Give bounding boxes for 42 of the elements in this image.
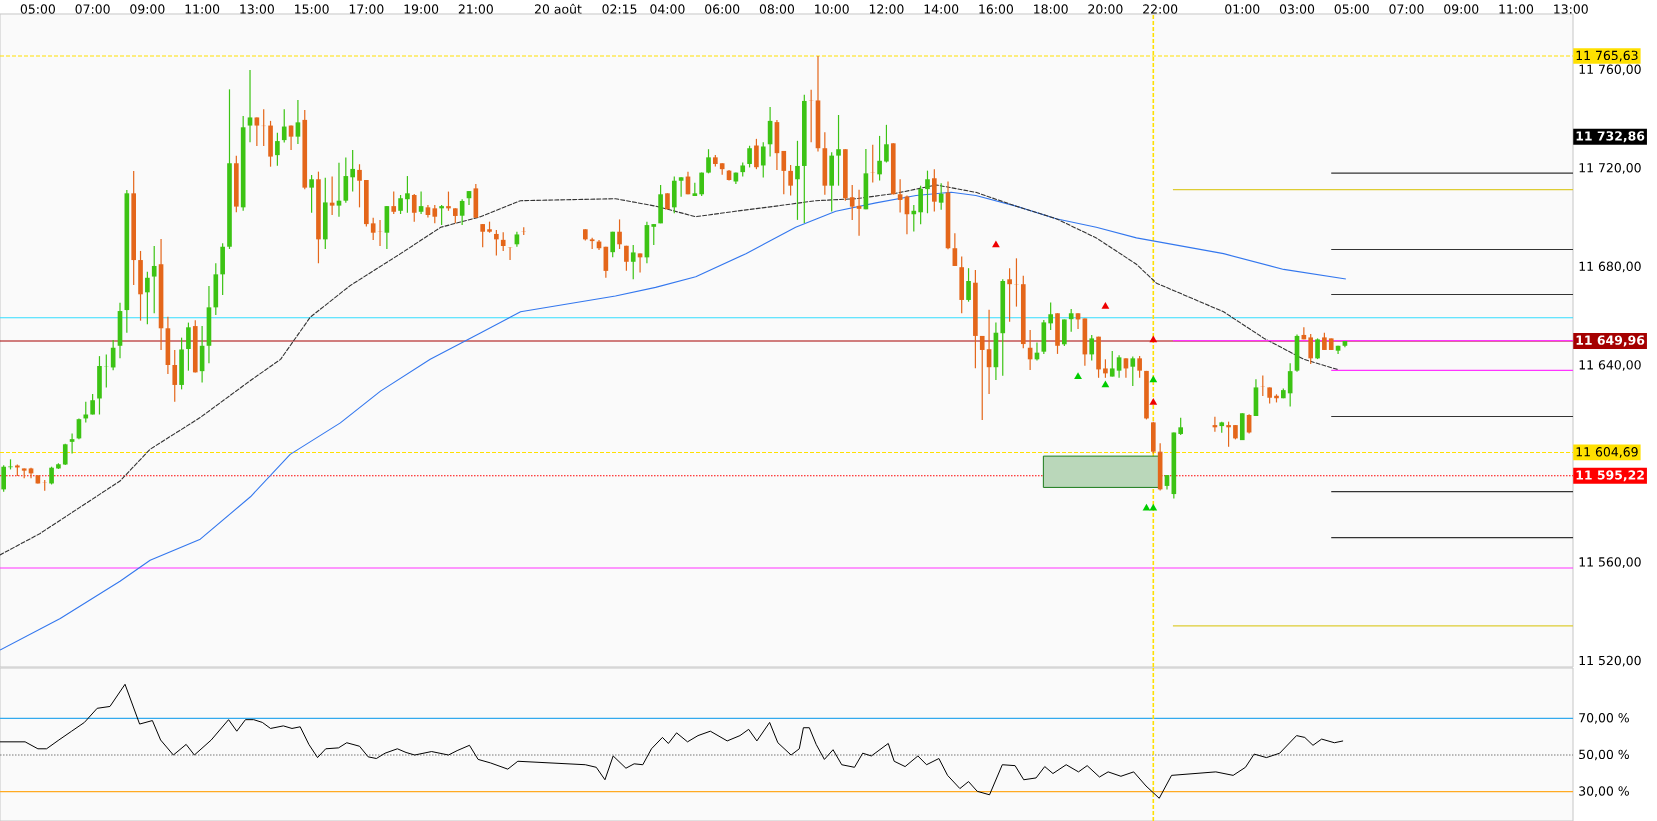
x-tick-label: 03:00 xyxy=(1279,4,1315,14)
x-tick-label: 13:00 xyxy=(1554,4,1588,14)
x-tick-label: 05:00 xyxy=(20,4,55,14)
x-tick-label: 11:00 xyxy=(185,4,220,14)
ref-line-label: 11 765,63 xyxy=(1576,50,1638,62)
x-tick-label: 21:00 xyxy=(458,4,493,14)
ref-line-label: 11 595,22 xyxy=(1576,470,1644,482)
x-tick-label: 09:00 xyxy=(130,4,165,14)
y-tick-label: 11 520,00 xyxy=(1579,655,1641,667)
y-tick-label: 11 680,00 xyxy=(1579,261,1641,273)
y-tick-label: 11 640,00 xyxy=(1579,360,1641,371)
x-tick-label: 07:00 xyxy=(75,4,110,14)
y-tick-label: 11 760,00 xyxy=(1579,64,1641,76)
x-tick-label: 02:15 xyxy=(602,4,637,14)
x-tick-label: 20:00 xyxy=(1088,4,1123,14)
y-tick-label: 11 560,00 xyxy=(1579,557,1641,568)
x-tick-label: 20 août xyxy=(534,3,582,14)
text: 11 732,86 xyxy=(1576,131,1645,143)
ref-line-label: 11 649,96 xyxy=(1576,335,1645,347)
x-tick-label: 22:00 xyxy=(1143,4,1178,14)
x-tick-label: 15:00 xyxy=(295,4,329,14)
y-tick-label: 50,00 % xyxy=(1579,749,1629,761)
x-tick-label: 18:00 xyxy=(1034,4,1068,14)
x-tick-label: 14:00 xyxy=(924,4,959,14)
x-tick-label: 09:00 xyxy=(1444,4,1479,14)
x-tick-label: 19:00 xyxy=(404,4,439,14)
x-tick-label: 16:00 xyxy=(979,4,1014,14)
x-tick-label: 12:00 xyxy=(869,4,904,14)
y-tick-label: 70,00 % xyxy=(1579,713,1629,724)
x-tick-label: 10:00 xyxy=(815,4,849,14)
x-tick-label: 08:00 xyxy=(759,4,795,14)
x-tick-label: 04:00 xyxy=(650,4,685,14)
x-tick-label: 05:00 xyxy=(1334,4,1369,14)
x-tick-label: 17:00 xyxy=(349,4,384,14)
x-tick-label: 06:00 xyxy=(705,4,740,14)
x-tick-label: 01:00 xyxy=(1225,4,1260,14)
x-tick-label: 13:00 xyxy=(240,4,274,14)
x-tick-label: 11:00 xyxy=(1499,4,1534,14)
x-tick-label: 07:00 xyxy=(1389,4,1424,14)
y-tick-label: 30,00 % xyxy=(1579,786,1629,798)
y-tick-label: 11 720,00 xyxy=(1579,163,1641,174)
ref-line-label: 11 604,69 xyxy=(1576,447,1638,458)
